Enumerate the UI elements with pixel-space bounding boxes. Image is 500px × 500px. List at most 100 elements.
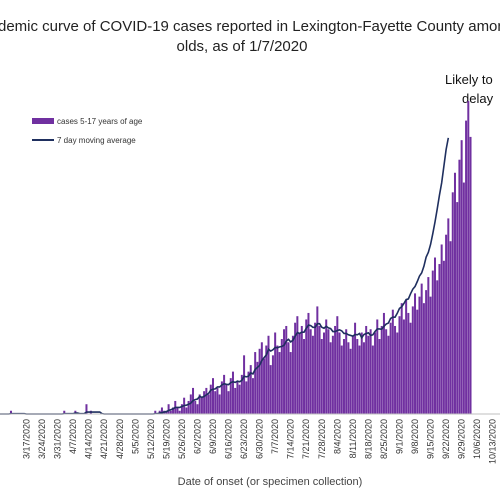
case-bar (358, 345, 361, 414)
case-bar (422, 303, 425, 414)
case-bar (309, 329, 312, 414)
case-bar (167, 404, 170, 414)
x-tick-label: 3/17/2020 (22, 419, 32, 459)
case-bar (385, 329, 388, 414)
x-tick-label: 3/31/2020 (53, 419, 63, 459)
case-bar (314, 322, 317, 414)
annotation-line-2: delay (462, 91, 494, 106)
case-bar (338, 332, 341, 414)
case-bar (265, 345, 268, 414)
x-tick-label: 10/13/2020 (488, 419, 498, 464)
case-bar (225, 384, 228, 414)
case-bar (387, 335, 390, 414)
case-bar (342, 339, 345, 414)
case-bar (409, 322, 412, 414)
case-bar (453, 172, 456, 414)
x-tick-label: 9/15/2020 (426, 419, 436, 459)
case-bar (212, 378, 214, 414)
case-bar (294, 322, 297, 414)
case-bar (260, 342, 263, 414)
case-bar (276, 345, 279, 414)
x-tick-label: 7/14/2020 (286, 419, 296, 459)
case-bar (345, 329, 348, 414)
case-bar (278, 352, 281, 414)
x-tick-label: 4/28/2020 (115, 419, 125, 459)
x-tick-labels: 3/17/2020 3/24/2020 3/31/2020 4/7/2020 4/14/… (22, 419, 498, 464)
case-bar (418, 296, 421, 414)
case-bar (305, 319, 308, 414)
case-bar (467, 101, 470, 414)
x-tick-label: 8/11/2020 (348, 419, 358, 458)
case-bar (365, 325, 368, 414)
case-bar (200, 397, 203, 414)
x-tick-label: 5/26/2020 (177, 419, 187, 459)
case-bar (287, 342, 290, 414)
case-bar (414, 293, 417, 414)
case-bar (9, 410, 12, 414)
case-bar (447, 218, 450, 414)
x-tick-label: 5/12/2020 (146, 419, 156, 459)
case-bar (325, 319, 328, 414)
case-bar (442, 260, 445, 414)
case-bar (240, 374, 243, 414)
case-bar (187, 400, 190, 414)
x-tick-label: 7/21/2020 (301, 419, 311, 459)
case-bar (176, 407, 179, 414)
case-bar (316, 306, 319, 414)
case-bar (178, 410, 181, 414)
case-bar (407, 312, 410, 414)
case-bar (371, 345, 374, 414)
x-tick-label: 9/8/2020 (410, 419, 420, 454)
x-tick-label: 4/7/2020 (68, 419, 78, 454)
case-bar (267, 335, 270, 414)
x-tick-label: 4/14/2020 (84, 419, 94, 459)
case-bar (449, 241, 452, 414)
case-bar (382, 312, 385, 414)
legend-label-cases: cases 5-17 years of age (57, 117, 143, 126)
x-tick-label: 9/22/2020 (441, 419, 451, 459)
x-tick-label: 10/6/2020 (472, 419, 482, 459)
case-bar (198, 394, 201, 414)
case-bar (367, 335, 370, 414)
case-bar (376, 319, 379, 414)
case-bar (351, 335, 354, 414)
case-bar (269, 365, 272, 414)
chart-title-line-1: demic curve of COVID-19 cases reported i… (0, 18, 500, 35)
case-bar (249, 365, 252, 414)
x-tick-label: 9/29/2020 (457, 419, 467, 459)
case-bar (180, 404, 183, 414)
case-bar (391, 309, 394, 414)
case-bar (434, 257, 436, 414)
case-bar (296, 316, 299, 414)
case-bar (311, 335, 314, 414)
case-bar (258, 348, 261, 414)
case-bar (218, 394, 221, 414)
case-bar (220, 381, 223, 414)
x-tick-label: 6/9/2020 (208, 419, 218, 454)
x-tick-label: 6/23/2020 (239, 419, 249, 459)
case-bar (400, 303, 403, 414)
case-bar (303, 339, 306, 414)
x-tick-label: 9/1/2020 (394, 419, 404, 454)
x-tick-label: 6/30/2020 (255, 419, 265, 459)
case-bar (274, 332, 277, 414)
case-bar (207, 394, 210, 414)
case-bar (451, 192, 454, 414)
x-tick-label: 8/25/2020 (379, 419, 389, 459)
case-bar (154, 410, 157, 414)
case-bar (203, 391, 206, 414)
case-bar (354, 322, 357, 414)
case-bar (334, 325, 337, 414)
case-bar (396, 332, 399, 414)
case-bar (340, 345, 343, 414)
case-bar (462, 182, 465, 414)
case-bar (416, 309, 419, 414)
case-bar (229, 378, 232, 414)
x-tick-label: 7/28/2020 (317, 419, 327, 459)
case-bar (227, 391, 230, 414)
case-bar (349, 348, 352, 414)
case-bar (431, 270, 434, 414)
case-bar (445, 234, 448, 414)
case-bar (263, 358, 266, 414)
